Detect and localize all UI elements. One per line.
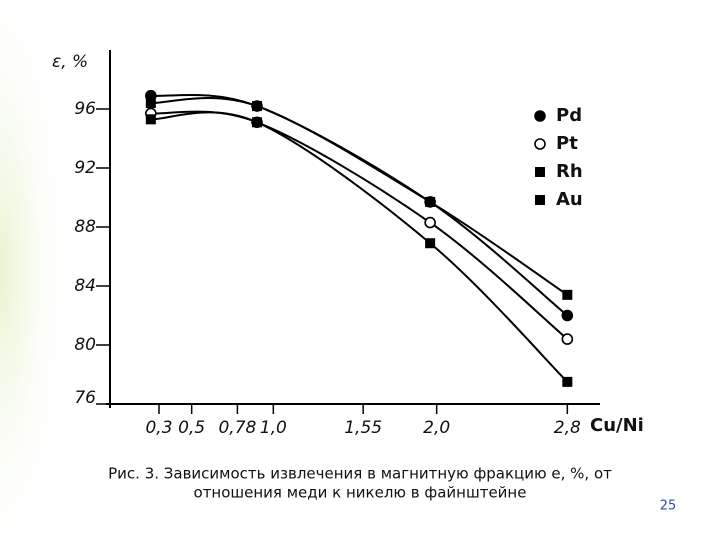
y-tick-label: 76 [74, 388, 96, 408]
x-tick-label: 2,8 [554, 418, 581, 438]
x-tick-label: 0,78 [218, 418, 256, 438]
marker [561, 309, 574, 322]
x-tick-label: 0,5 [178, 418, 205, 438]
background-decoration [0, 0, 120, 540]
y-tick-label: 92 [74, 158, 96, 178]
marker [252, 117, 262, 128]
x-tick-label: 1,55 [344, 418, 382, 438]
marker [145, 98, 156, 109]
legend-label: Pd [556, 105, 582, 126]
y-tick-label: 96 [74, 99, 96, 119]
legend-marker [535, 195, 545, 205]
x-axis-label: Cu/Ni [590, 415, 644, 436]
marker [252, 101, 262, 112]
y-axis-label: ε, % [52, 52, 88, 72]
x-tick-label: 1,0 [260, 418, 287, 438]
y-tick-label: 84 [74, 276, 96, 296]
series-line [150, 111, 569, 383]
marker [425, 238, 436, 249]
series-line [150, 110, 568, 340]
marker [145, 114, 156, 125]
marker [561, 333, 574, 345]
x-tick-label: 2,0 [423, 418, 450, 438]
legend-marker [535, 167, 545, 177]
legend-label: Pt [556, 133, 578, 154]
x-tick-label: 0,3 [145, 418, 172, 438]
y-tick-label: 88 [74, 217, 96, 237]
legend-marker [534, 110, 546, 122]
page-number: 25 [660, 499, 677, 514]
caption-line: Рис. 3. Зависимость извлечения в магнитн… [108, 465, 612, 483]
legend-label: Rh [556, 161, 583, 182]
legend-marker [534, 138, 546, 150]
marker [562, 376, 573, 387]
legend-label: Au [556, 189, 583, 210]
y-tick-label: 80 [74, 335, 96, 355]
series-line [150, 93, 568, 317]
caption-line: отношения меди к никелю в файнштейне [194, 484, 527, 502]
marker [425, 196, 436, 207]
marker [424, 216, 436, 229]
series-line [150, 97, 568, 296]
marker [562, 289, 573, 300]
